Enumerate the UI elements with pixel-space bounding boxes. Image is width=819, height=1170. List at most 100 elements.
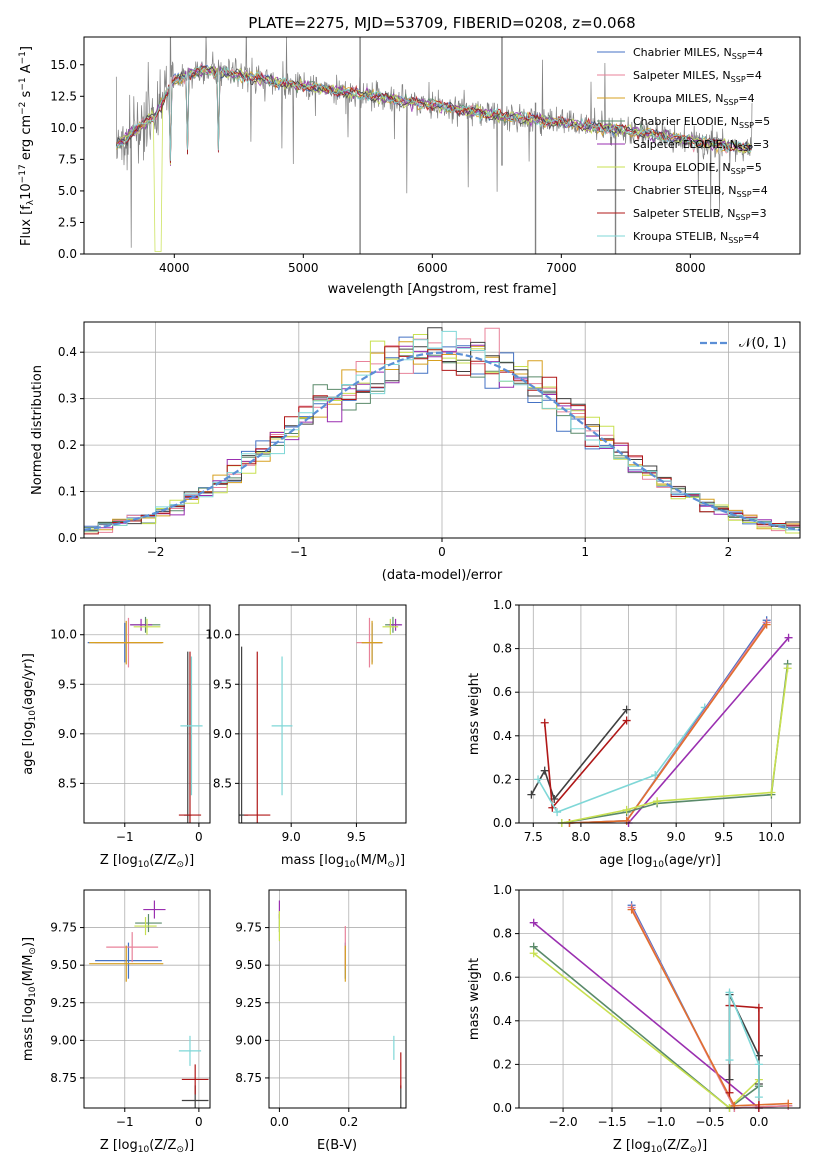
y-tick-label: 1.0 [493,598,512,612]
x-tick-label: −1 [290,545,308,559]
x-tick-label: 7000 [546,261,577,275]
series-line [533,922,760,1109]
massweight_vs_age-axes: 7.5 8.0 8.5 9.0 9.5 10.0 0.0 0.2 0.4 0.6 0.8 1.0 [493,598,801,844]
legend-label: Kroupa MILES, NSSP=4 [633,92,755,107]
age_vs_Z-xlabel: Z [log10(Z/Z⊙)] [100,853,194,870]
massweight_vs_Z-xlabel: Z [log10(Z/Z⊙)] [613,1138,707,1155]
massweight_vs_Z-ylabel: mass weight [467,958,482,1040]
series-line [627,637,790,824]
y-tick-label: 9.75 [50,921,77,935]
mass_vs_Z-ylabel: mass [log10(M/M⊙)] [21,937,38,1061]
y-tick-label: 0.4 [493,729,512,743]
x-tick-label: 8.5 [619,830,638,844]
series-marker [627,905,636,914]
series-marker [725,1088,734,1097]
legend-label: Chabrier ELODIE, NSSP=5 [633,115,770,130]
massweight_vs_age-xlabel: age [log10(age/yr)] [599,853,721,870]
massweight_vs_Z-axes: −2.0 −1.5 −1.0 −0.5 0.0 0.0 0.2 0.4 0.6 0.8 1.0 [493,883,801,1129]
gaussian-curve [84,351,800,531]
y-tick-label: 0.8 [493,927,512,941]
residuals-frame [83,321,801,539]
series-line [561,668,789,824]
series-line [728,992,760,1098]
x-tick-label: −2.0 [548,1115,577,1129]
series-marker [622,705,631,714]
series-marker [622,716,631,725]
series-line [569,624,768,824]
age_vs_mass-axes: 9.0 9.5 8.5 9.0 9.5 10.0 [205,604,407,844]
age_vs_mass-frame [238,604,407,824]
series-marker [754,1003,763,1012]
y-tick-label: 10.0 [50,628,77,642]
series-marker [784,633,793,642]
series-marker [527,790,536,799]
massweight_vs_age-ylabel: mass weight [467,673,482,755]
x-tick-label: 0.0 [270,1115,289,1129]
y-tick-label: 7.5 [58,152,77,166]
y-tick-label: 0.4 [58,345,77,359]
mass_vs_EBV-plot [278,900,402,1108]
x-tick-label: −0.5 [695,1115,724,1129]
model-chabrier-stelib [115,65,752,163]
spectrum-ylabel: Flux [fλ10−17 erg cm−2 s−1 A−1] [18,46,36,246]
y-tick-label: 9.75 [235,921,262,935]
x-tick-label: 5000 [288,261,319,275]
x-tick-label: −1 [116,830,134,844]
mass_vs_EBV-frame [268,889,407,1109]
y-tick-label: 5.0 [58,184,77,198]
spectrum-xlabel: wavelength [Angstrom, rest frame] [328,282,557,297]
y-tick-label: 0.6 [493,685,512,699]
x-tick-label: 0.2 [339,1115,358,1129]
x-tick-label: 1 [581,545,589,559]
y-tick-label: 9.50 [235,958,262,972]
mass_vs_Z-axes: −1 0 8.75 9.00 9.25 9.50 9.75 [50,889,211,1129]
y-tick-label: 2.5 [58,215,77,229]
y-tick-label: 9.5 [58,677,77,691]
y-tick-label: 0.0 [493,1101,512,1115]
x-tick-label: −1.0 [646,1115,675,1129]
y-tick-label: 9.50 [50,958,77,972]
model-kroupa-stelib [115,65,752,161]
series-marker [754,1051,763,1060]
y-tick-label: 9.0 [213,727,232,741]
series-line [537,707,706,814]
x-tick-label: 9.0 [282,830,301,844]
series-marker [754,1093,763,1102]
y-tick-label: 8.75 [50,1071,77,1085]
x-tick-label: 4000 [159,261,190,275]
y-tick-label: 0.6 [493,970,512,984]
y-tick-label: 12.5 [50,89,77,103]
legend-label: Salpeter ELODIE, NSSP=3 [633,138,769,153]
y-tick-label: 1.0 [493,883,512,897]
mass_vs_EBV-xlabel: E(B-V) [317,1138,357,1153]
x-tick-label: 6000 [417,261,448,275]
spectrum-plot [115,37,753,254]
legend-label: Kroupa STELIB, NSSP=4 [633,230,759,245]
legend-label: Salpeter STELIB, NSSP=3 [633,207,767,222]
y-tick-label: 0.2 [493,772,512,786]
mass_vs_Z-plot [89,900,209,1108]
x-tick-label: 0 [195,830,203,844]
y-tick-label: 0.0 [58,531,77,545]
legend-gauss-label: 𝒩(0, 1) [739,336,786,351]
mass_vs_Z-frame [83,889,211,1109]
y-tick-label: 10.0 [205,628,232,642]
age_vs_Z-plot [87,616,203,823]
x-tick-label: 2 [725,545,733,559]
age_vs_mass-plot [239,616,403,823]
series-marker [529,949,538,958]
y-tick-label: 9.0 [58,727,77,741]
series-line [533,952,760,1110]
series-marker [783,664,792,673]
x-tick-label: −1 [116,1115,134,1129]
y-tick-label: 0.2 [58,438,77,452]
series-marker [725,1075,734,1084]
series-marker [767,788,776,797]
massweight_vs_age-frame [518,604,801,824]
age_vs_Z-ylabel: age [log10(age/yr)] [21,653,38,775]
y-tick-label: 15.0 [50,58,77,72]
series-marker [762,620,771,629]
x-tick-label: 9.0 [667,830,686,844]
y-tick-label: 9.25 [50,996,77,1010]
